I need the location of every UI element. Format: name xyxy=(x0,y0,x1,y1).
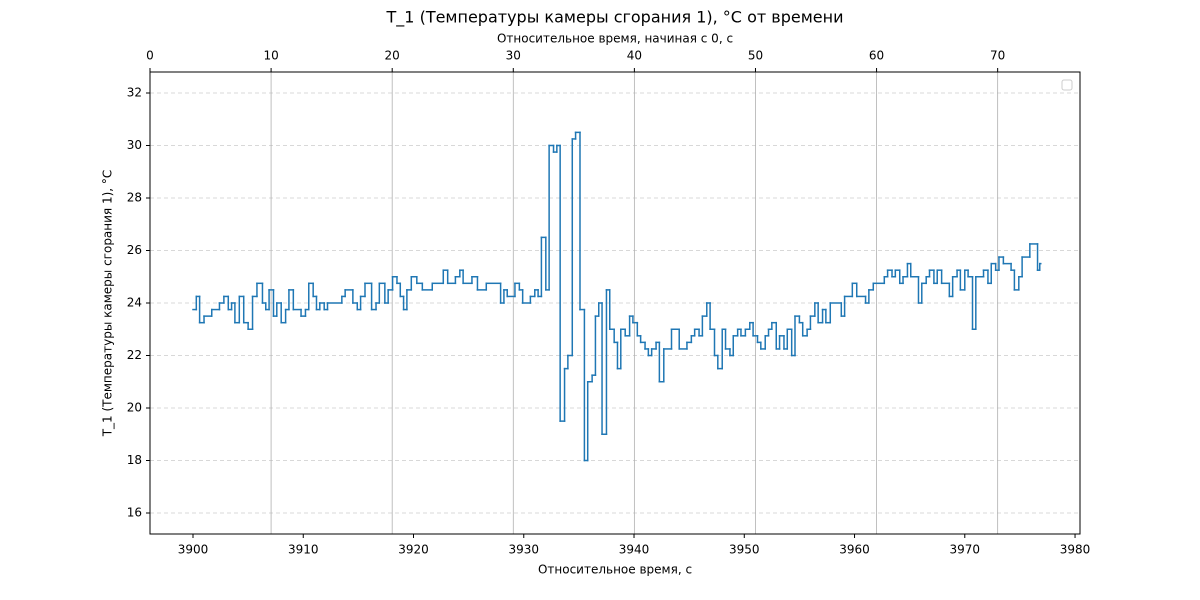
x-tick-label: 3970 xyxy=(950,543,981,557)
y-tick-label: 26 xyxy=(127,243,142,257)
x2-tick-label: 10 xyxy=(263,49,278,63)
y-tick-label: 20 xyxy=(127,401,142,415)
y-tick-label: 30 xyxy=(127,138,142,152)
x-tick-label: 3980 xyxy=(1060,543,1091,557)
x-axis-label: Относительное время, с xyxy=(538,563,692,577)
x2-axis-label: Относительное время, начиная с 0, с xyxy=(497,32,733,46)
chart-title: T_1 (Температуры камеры сгорания 1), °C … xyxy=(386,8,844,28)
y-tick-label: 24 xyxy=(127,296,142,310)
x-tick-label: 3940 xyxy=(619,543,650,557)
x-tick-label: 3900 xyxy=(178,543,209,557)
x2-tick-label: 30 xyxy=(506,49,521,63)
y-axis-label: T_1 (Температуры камеры сгорания 1), °C xyxy=(101,170,115,438)
y-tick-label: 32 xyxy=(127,86,142,100)
plot-frame xyxy=(149,71,1081,535)
x-tick-label: 3930 xyxy=(508,543,539,557)
x-tick-label: 3950 xyxy=(729,543,760,557)
y-tick-label: 16 xyxy=(127,506,142,520)
y-tick-label: 22 xyxy=(127,348,142,362)
x2-tick-label: 50 xyxy=(748,49,763,63)
legend xyxy=(1061,79,1073,91)
x-tick-label: 3920 xyxy=(398,543,429,557)
x2-tick-label: 70 xyxy=(990,49,1005,63)
x-tick-label: 3910 xyxy=(288,543,319,557)
y-tick-label: 18 xyxy=(127,453,142,467)
x2-tick-label: 40 xyxy=(627,49,642,63)
x2-tick-label: 0 xyxy=(146,49,154,63)
y-tick-label: 28 xyxy=(127,191,142,205)
x-tick-label: 3960 xyxy=(839,543,870,557)
x2-tick-label: 20 xyxy=(385,49,400,63)
x2-tick-label: 60 xyxy=(869,49,884,63)
